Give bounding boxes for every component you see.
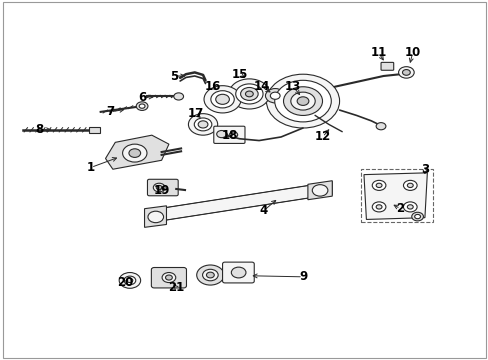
Circle shape [265,89,285,103]
Polygon shape [363,173,427,220]
Polygon shape [105,135,168,169]
Polygon shape [307,181,331,200]
Circle shape [231,267,245,278]
Text: 5: 5 [169,69,178,82]
Text: 4: 4 [259,204,267,217]
Polygon shape [144,206,166,227]
FancyBboxPatch shape [380,62,393,70]
Text: 19: 19 [153,184,169,197]
Circle shape [153,183,164,192]
Circle shape [148,211,163,223]
Text: 8: 8 [36,123,44,136]
Circle shape [162,273,175,283]
Circle shape [194,118,211,131]
Circle shape [139,104,145,108]
Circle shape [210,91,234,108]
Text: 18: 18 [221,129,238,142]
Circle shape [274,80,330,122]
Circle shape [240,87,258,100]
Circle shape [270,92,280,99]
Bar [360,169,432,222]
Text: 11: 11 [370,46,386,59]
Text: 2: 2 [396,202,404,215]
Circle shape [124,276,136,285]
Text: 16: 16 [204,80,221,93]
Text: 9: 9 [298,270,306,283]
Text: 12: 12 [314,130,330,144]
Circle shape [266,74,339,128]
Circle shape [402,69,409,75]
Text: 20: 20 [117,276,133,289]
Text: 6: 6 [138,91,146,104]
Circle shape [198,121,207,128]
Circle shape [228,79,269,109]
Circle shape [156,185,162,190]
Circle shape [411,212,423,221]
Circle shape [173,93,183,100]
Text: 13: 13 [285,80,301,93]
Circle shape [202,269,218,281]
Circle shape [283,87,322,116]
Text: 1: 1 [87,161,95,174]
Text: 7: 7 [106,105,114,118]
Circle shape [136,102,148,111]
Circle shape [206,272,214,278]
Circle shape [119,273,141,288]
Circle shape [375,183,381,188]
Circle shape [407,205,412,209]
Circle shape [371,180,385,190]
Circle shape [312,185,327,196]
Circle shape [375,205,381,209]
Circle shape [414,215,420,219]
Circle shape [403,202,416,212]
Circle shape [188,114,217,135]
FancyBboxPatch shape [213,126,244,143]
Bar [89,127,100,133]
Circle shape [219,132,227,138]
Circle shape [122,144,147,162]
FancyBboxPatch shape [222,262,254,283]
Circle shape [165,275,172,280]
Circle shape [203,86,241,113]
Circle shape [229,132,237,138]
Text: 14: 14 [253,80,269,93]
Circle shape [407,183,412,188]
Circle shape [129,149,141,157]
FancyBboxPatch shape [147,179,178,196]
Text: 3: 3 [420,163,428,176]
Circle shape [371,202,385,212]
Text: 21: 21 [168,281,184,294]
Text: 10: 10 [404,46,420,59]
Polygon shape [147,182,331,223]
Circle shape [375,123,385,130]
Circle shape [245,91,253,97]
Circle shape [215,94,229,104]
Circle shape [403,180,416,190]
Circle shape [297,97,308,105]
Circle shape [398,67,413,78]
Text: 15: 15 [231,68,247,81]
Circle shape [196,265,224,285]
Circle shape [235,84,263,104]
Circle shape [216,131,226,138]
Circle shape [290,92,315,110]
Text: 17: 17 [187,107,203,120]
Circle shape [127,278,133,283]
FancyBboxPatch shape [151,267,186,288]
